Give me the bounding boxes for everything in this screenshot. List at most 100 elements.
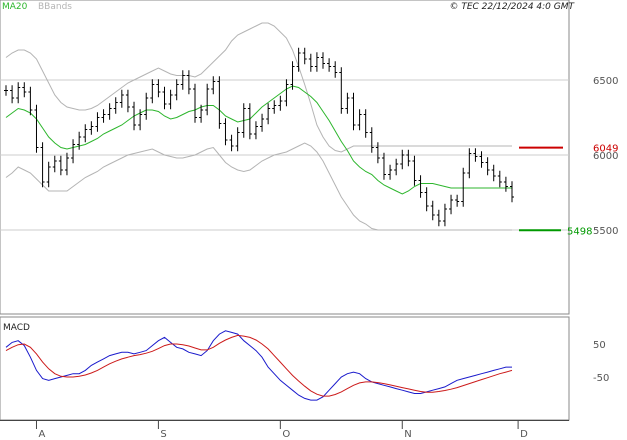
price-bar [467,148,472,179]
price-bar [400,149,405,170]
price-bar [479,151,484,168]
signal-line [5,334,513,397]
price-bar [284,79,289,107]
price-bar [229,134,234,152]
x-tick-label: S [160,429,166,440]
price-bar [510,181,514,203]
price-bar [455,194,460,207]
price-bar [223,118,228,146]
ma20-line [5,85,512,195]
price-bar [430,200,435,221]
macd-line [5,330,512,401]
price-bar [327,58,332,72]
price-bar [46,161,51,188]
price-bar [107,103,112,120]
y-tick-label: 5500 [593,226,618,237]
price-bar [357,109,362,131]
price-bar [168,89,173,110]
price-bar [321,52,326,69]
price-bar [369,127,374,153]
price-bar [174,79,179,101]
price-bar [211,76,216,95]
axis-ticks: 6500 6000 5500 50 -50 A S O N D [35,76,618,440]
price-bar [363,109,368,138]
y-tick-label: 6500 [593,76,618,87]
price-bar [83,124,88,143]
price-bar [424,187,429,212]
price-bar [113,97,118,114]
price-bar [162,86,167,110]
price-bar [186,70,191,95]
y-tick-label: 6000 [593,151,618,162]
price-bar [461,167,466,207]
macd-panel-frame [0,316,570,421]
price-bar [180,70,185,90]
price-bar [290,61,295,90]
x-tick-label: O [282,429,290,440]
bbands-legend: BBands [38,2,72,12]
price-bar [138,109,143,131]
macd-y-tick-label: 50 [593,340,606,351]
price-bar [156,79,161,98]
price-bar [473,148,478,162]
ma20-legend: MA20 [2,2,28,12]
price-bar [71,139,76,164]
price-bar [339,67,344,114]
bollinger-bands [5,22,512,231]
price-bar [260,113,265,132]
price-bar [314,52,319,72]
bb-upper-line [5,22,512,153]
price-bar [278,95,283,111]
price-bar [272,100,277,114]
price-bar [34,104,39,153]
price-bar [497,170,502,188]
price-bar [241,103,246,138]
price-bar [10,85,15,104]
price-bar [491,164,496,182]
price-panel-frame [0,0,570,315]
macd-lines [5,330,513,401]
price-bar [247,103,252,140]
price-bar [64,152,69,176]
price-bar [150,79,155,104]
price-bar [412,155,417,186]
macd-title: MACD [3,323,30,333]
price-bar [52,155,57,173]
price-bar [28,86,33,116]
price-bar [503,176,508,192]
price-bar [436,209,441,227]
price-bar [333,61,338,78]
price-bar [375,142,380,164]
price-bar [418,175,423,198]
price-bar [388,164,393,180]
price-bar [205,83,210,116]
price-bar [77,131,82,150]
bb-lower-line [5,142,512,231]
price-bar [235,127,240,152]
price-bar [217,76,222,129]
price-bar [302,47,307,65]
price-bar [58,155,63,176]
resistance-label: 6049 [593,144,618,155]
price-bar [192,83,197,123]
price-bars [4,47,514,227]
price-bar [381,152,386,180]
price-bar [449,194,454,215]
x-tick-label: A [38,429,45,440]
reference-lines: 6049 5498 [519,144,618,237]
price-bar [4,85,8,96]
x-tick-label: D [520,429,528,440]
price-bar [296,47,301,72]
price-bar [119,89,124,108]
price-bar [394,158,399,176]
price-bar [345,92,350,114]
copyright-label: © TEC 22/12/2024 4:0 GMT [449,2,575,12]
ma20-layer [5,85,512,195]
price-bar [266,103,271,125]
macd-y-tick-label: -50 [593,373,609,384]
price-bar [89,121,94,135]
price-bar [199,104,204,123]
x-tick-label: N [404,429,411,440]
price-bar [253,121,258,140]
